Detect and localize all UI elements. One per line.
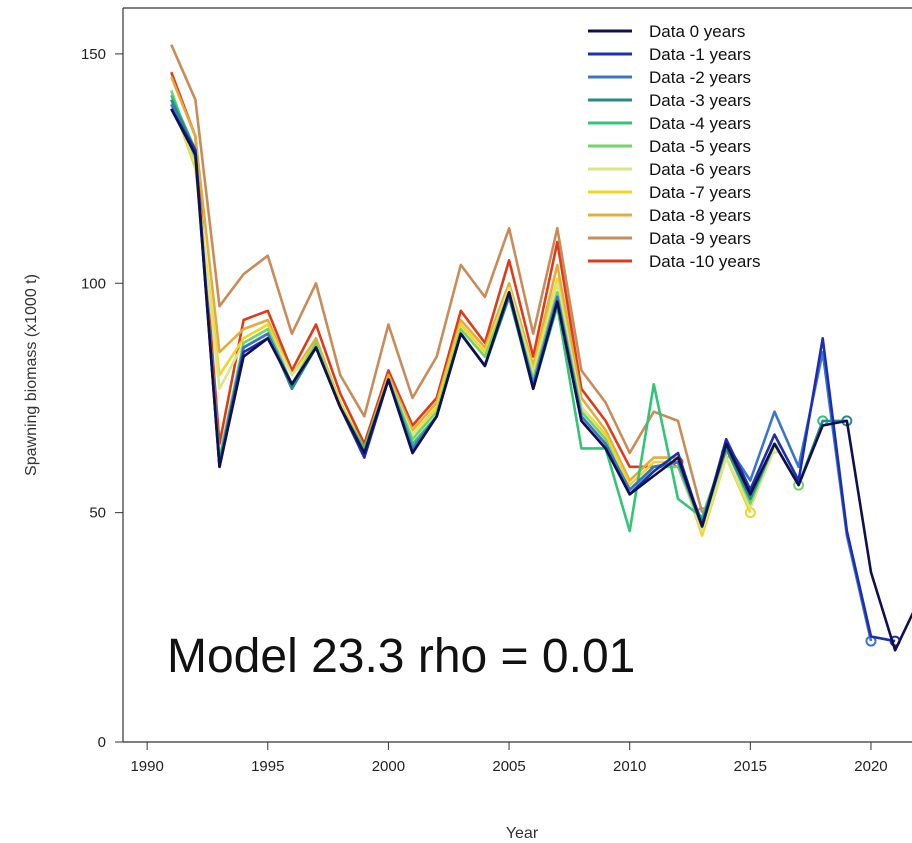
series-line [170, 76, 728, 528]
legend-label: Data -9 years [649, 229, 751, 248]
series-line [170, 71, 679, 469]
legend-label: Data -7 years [649, 183, 751, 202]
series-line [170, 108, 912, 652]
legend-label: Data -2 years [649, 68, 751, 87]
y-tick-label: 50 [89, 505, 106, 522]
x-tick-label: 2005 [492, 758, 525, 775]
y-tick-label: 0 [98, 734, 106, 751]
series-line [170, 103, 873, 642]
y-tick-label: 150 [81, 46, 106, 63]
legend-label: Data -1 years [649, 45, 751, 64]
legend-label: Data 0 years [649, 22, 745, 41]
legend-label: Data -10 years [649, 252, 761, 271]
x-axis-title: Year [506, 825, 539, 842]
series-line [170, 44, 704, 513]
x-tick-label: 2020 [854, 758, 887, 775]
legend-label: Data -3 years [649, 91, 751, 110]
legend-label: Data -8 years [649, 206, 751, 225]
series-line [170, 99, 752, 537]
x-tick-label: 2000 [372, 758, 405, 775]
y-ticks: 0 50 100 150 [81, 46, 123, 751]
legend-label: Data -6 years [649, 160, 751, 179]
x-tick-label: 2010 [613, 758, 646, 775]
x-ticks: 1990 1995 2000 2005 2010 2015 2020 [130, 742, 888, 775]
x-tick-label: 1995 [251, 758, 284, 775]
legend: Data 0 years Data -1 years Data -2 years Da… [588, 22, 761, 271]
legend-label: Data -5 years [649, 137, 751, 156]
annotation-text: Model 23.3 rho = 0.01 [167, 630, 635, 683]
x-tick-label: 1990 [130, 758, 163, 775]
y-tick-label: 100 [81, 275, 106, 292]
x-tick-label: 2015 [734, 758, 767, 775]
series-lines [170, 44, 912, 652]
axes [122, 7, 912, 743]
y-axis-title: Spawning biomass (x1000 t) [23, 274, 40, 476]
legend-label: Data -4 years [649, 114, 751, 133]
